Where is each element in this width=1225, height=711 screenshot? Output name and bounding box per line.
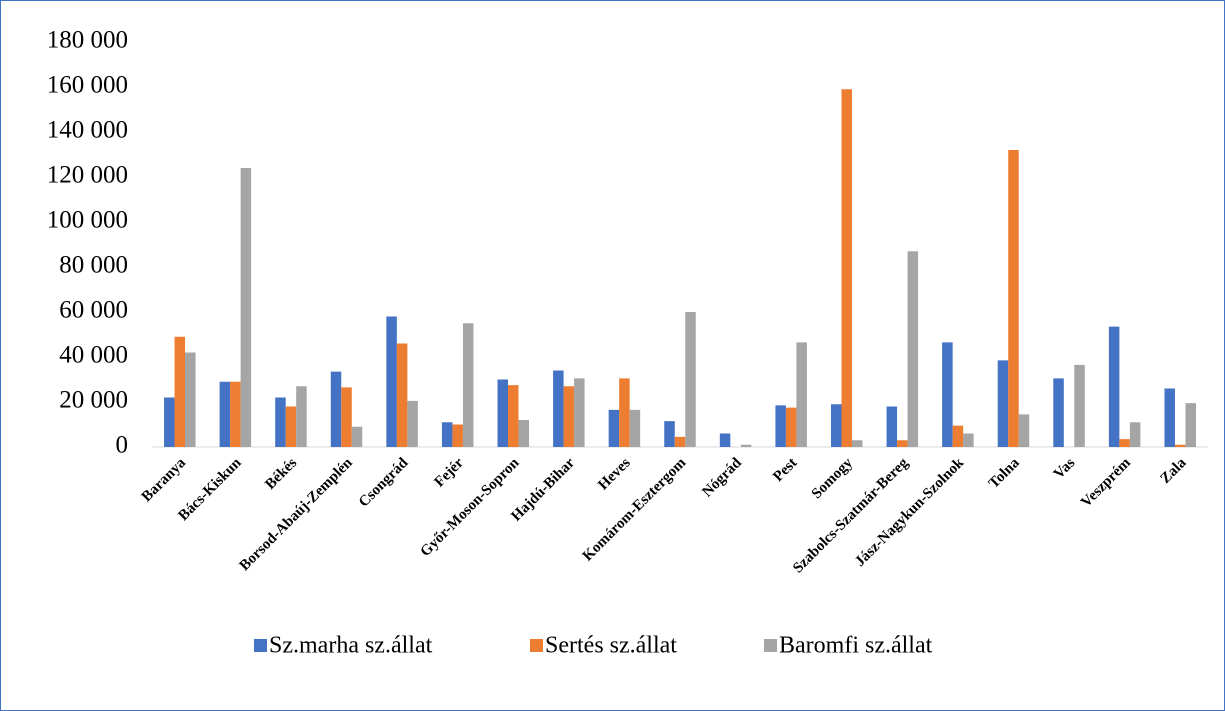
bar: [553, 370, 564, 447]
bar: [629, 409, 641, 447]
bar: [1164, 388, 1175, 447]
bar: [240, 168, 252, 447]
bar: [497, 379, 509, 447]
bar: [963, 433, 974, 447]
bar: [685, 312, 696, 447]
bar: [897, 440, 908, 447]
bar: [1074, 364, 1085, 447]
bar: [185, 352, 196, 447]
bar: [907, 251, 919, 447]
bar: [997, 360, 1009, 447]
bar: [164, 397, 175, 447]
bar: [285, 406, 297, 447]
legend-swatch: [254, 639, 267, 652]
bar: [1174, 444, 1186, 447]
bar: [619, 378, 630, 447]
bar: [830, 404, 842, 447]
y-tick-label: 60 000: [59, 297, 128, 324]
bar: [441, 422, 453, 447]
bar: [341, 387, 352, 447]
y-tick-label: 20 000: [59, 387, 128, 414]
legend-label: Sertés sz.állat: [545, 633, 677, 659]
bar: [1008, 150, 1019, 447]
bar: [563, 386, 575, 447]
bar: [785, 407, 797, 447]
bar: [452, 424, 463, 447]
bar: [841, 89, 852, 447]
y-tick-label: 80 000: [59, 252, 128, 279]
bar: [219, 381, 231, 447]
bar: [851, 440, 863, 447]
bar: [1053, 378, 1064, 447]
bar: [407, 400, 418, 447]
legend-label: Sz.marha sz.állat: [269, 633, 433, 659]
bar: [508, 385, 519, 447]
bar: [1185, 403, 1196, 447]
bar: [296, 386, 307, 447]
y-tick-label: 0: [116, 432, 129, 459]
bar: [886, 406, 898, 447]
bar: [740, 444, 752, 447]
bar: [462, 323, 474, 447]
bar: [664, 421, 675, 447]
bar: [1018, 414, 1030, 447]
legend-swatch: [764, 639, 777, 652]
bar: [330, 371, 342, 447]
bar: [396, 343, 408, 447]
bar: [275, 397, 286, 447]
bar: [230, 381, 241, 447]
bar: [574, 378, 585, 447]
bar: [796, 342, 807, 447]
bar: [719, 433, 731, 447]
legend-label: Baromfi sz.állat: [779, 633, 933, 659]
y-tick-label: 120 000: [47, 162, 128, 189]
bar: [518, 420, 530, 447]
bar: [608, 409, 620, 447]
bar: [386, 316, 397, 447]
bar: [952, 425, 964, 447]
y-tick-label: 100 000: [47, 207, 128, 234]
y-tick-label: 160 000: [47, 72, 128, 99]
y-tick-label: 180 000: [47, 27, 128, 54]
bar: [775, 405, 786, 447]
y-tick-label: 40 000: [59, 342, 128, 369]
bar: [1108, 326, 1120, 447]
bar: [1119, 439, 1130, 447]
bar: [351, 426, 363, 447]
bar: [1129, 422, 1141, 447]
y-tick-label: 140 000: [47, 117, 128, 144]
bar: [674, 436, 686, 447]
legend-swatch: [530, 639, 543, 652]
bar: [174, 336, 186, 447]
bar: [942, 342, 953, 447]
